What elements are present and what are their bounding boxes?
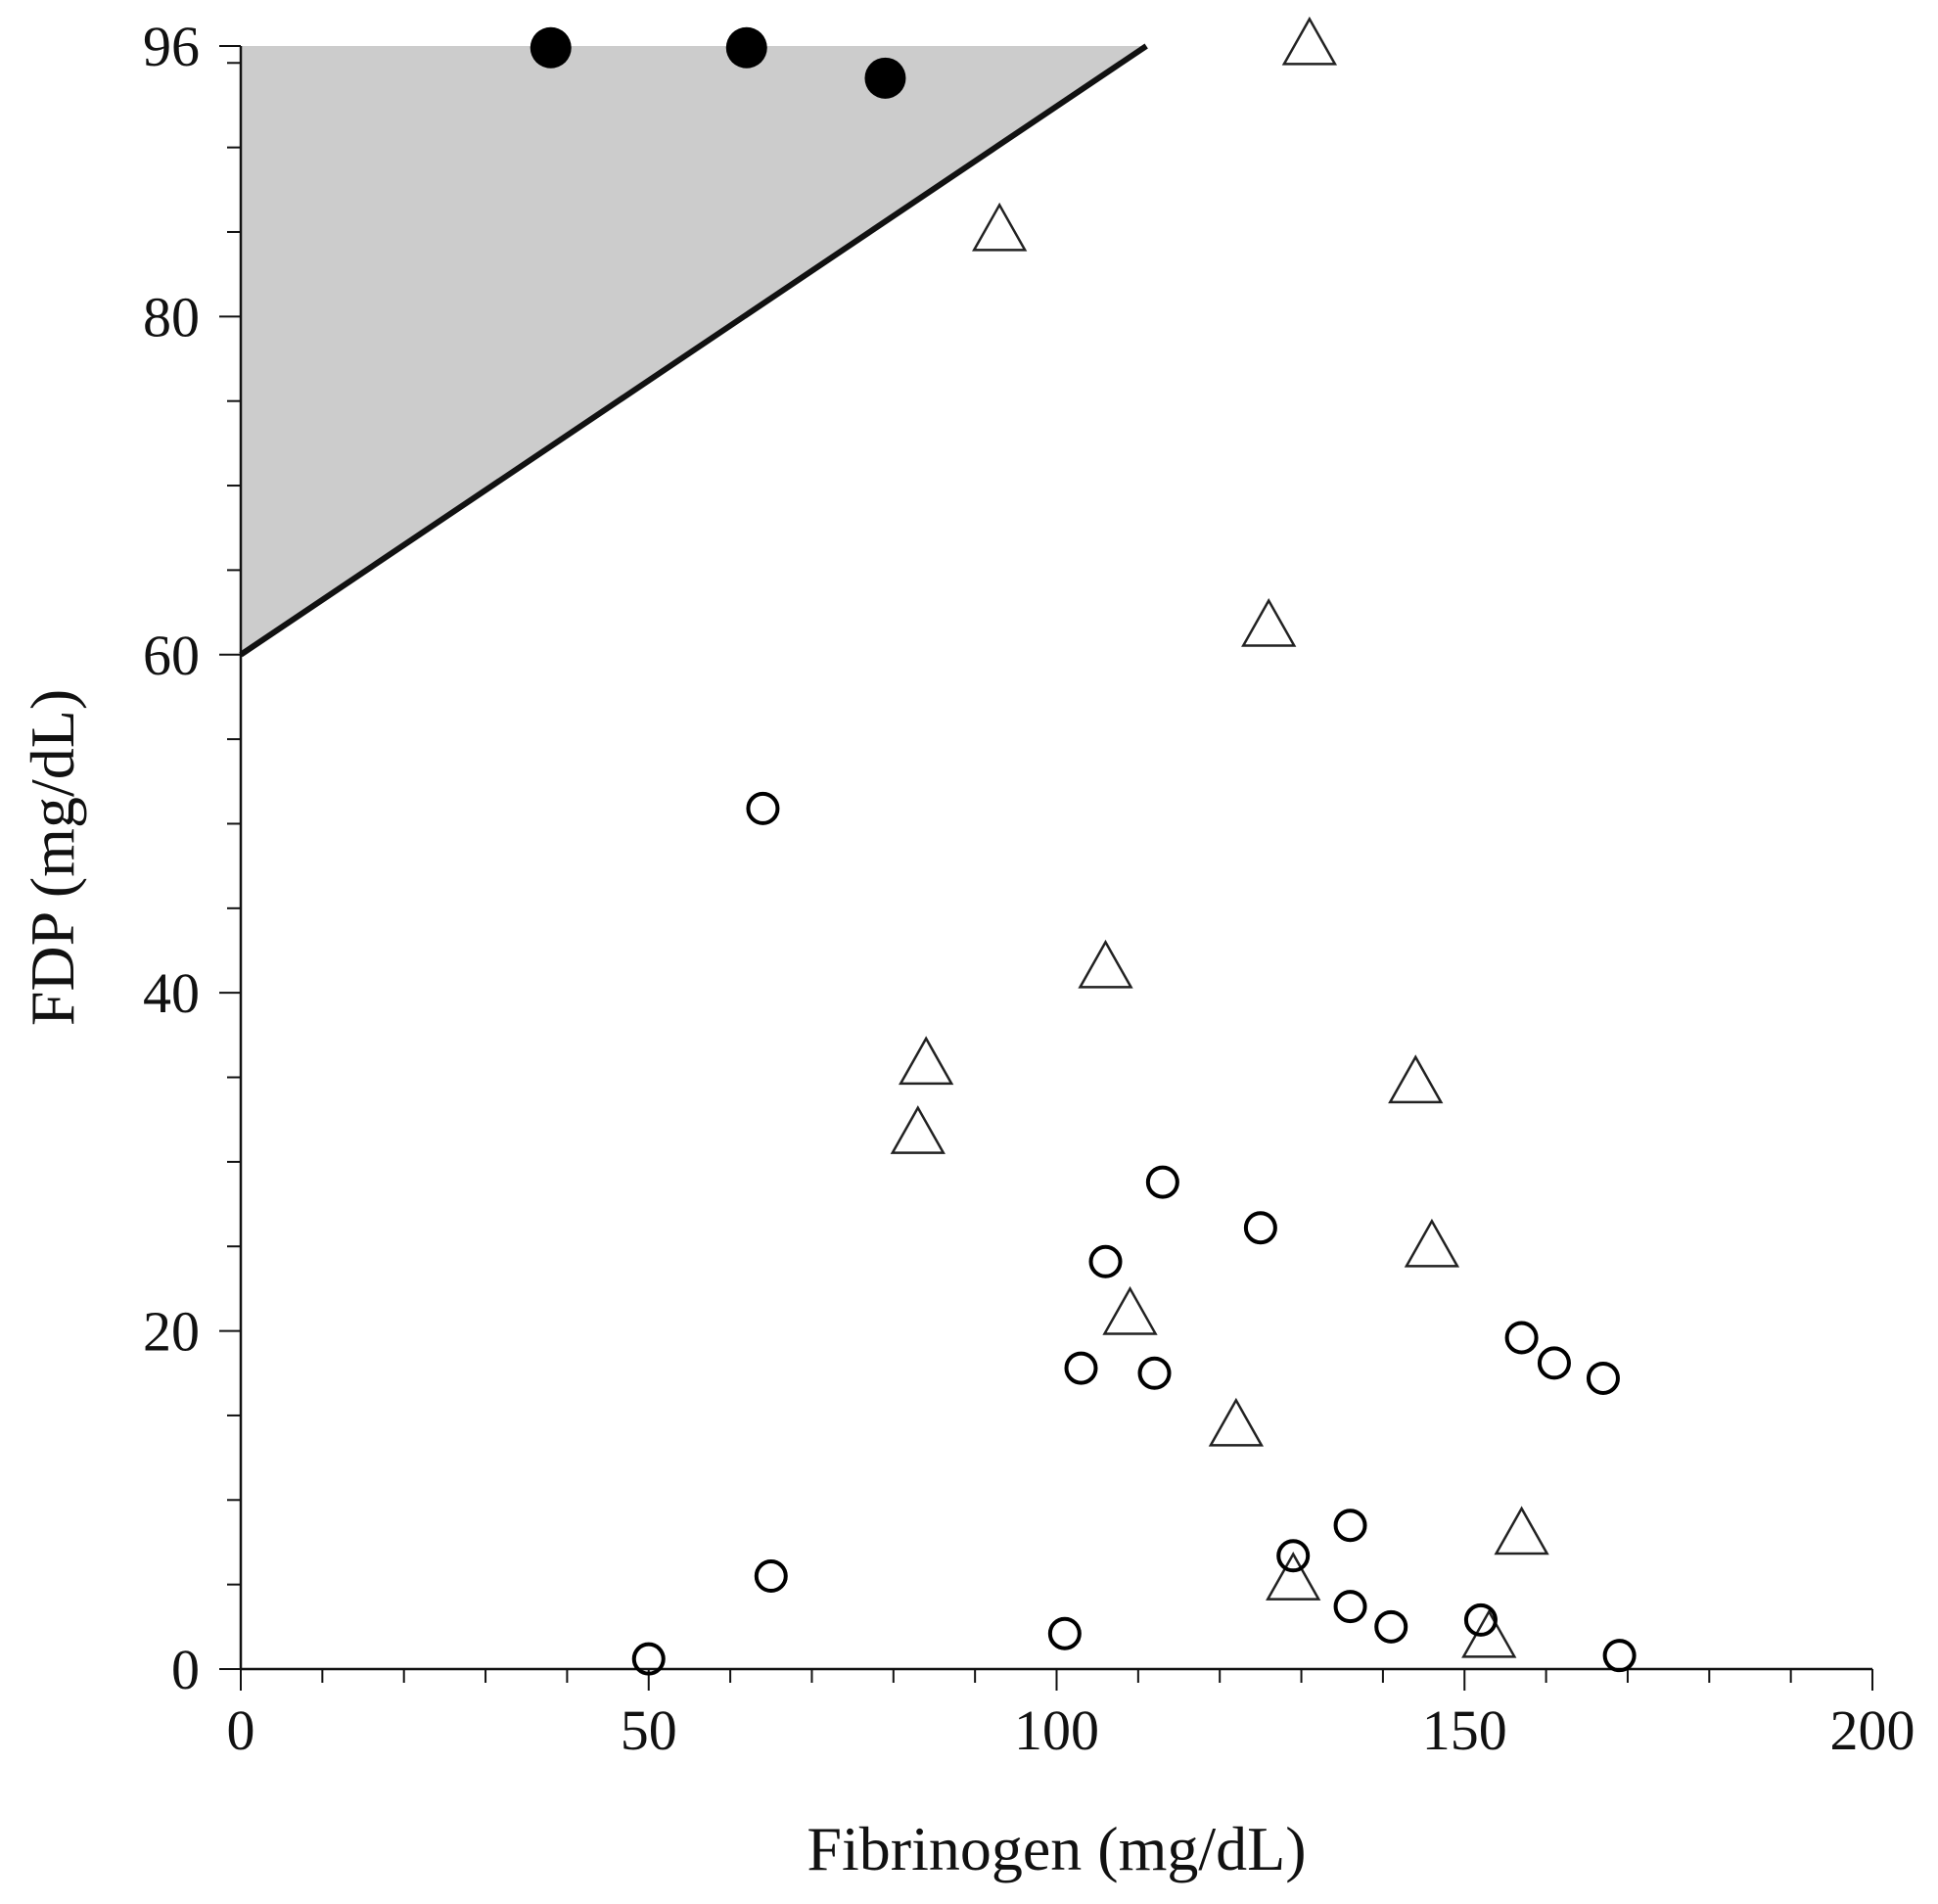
y-tick-label: 20 xyxy=(143,1300,200,1364)
open-triangle-point xyxy=(1281,16,1338,66)
boundary-line xyxy=(239,43,1148,658)
filled-circle-point xyxy=(530,26,572,69)
y-axis-ticks: 0 20 40 60 80 96 xyxy=(143,15,241,1701)
open-circle-point xyxy=(1333,1509,1367,1543)
x-tick-label: 200 xyxy=(1830,1698,1915,1762)
y-axis-title: FDP (mg/dL) xyxy=(18,689,87,1026)
open-triangles-series xyxy=(890,16,1549,1658)
x-tick-label: 50 xyxy=(621,1698,677,1762)
data-points xyxy=(530,16,1637,1676)
y-tick-label: 0 xyxy=(171,1638,200,1701)
y-tick-label: 80 xyxy=(143,285,200,348)
open-triangle-point xyxy=(1078,939,1133,989)
open-triangle-point xyxy=(1266,1552,1321,1601)
filled-circle-point xyxy=(864,57,906,99)
open-circle-point xyxy=(1145,1165,1179,1199)
open-circle-point xyxy=(1064,1351,1098,1385)
open-circle-point xyxy=(746,791,780,825)
open-circle-point xyxy=(1088,1244,1123,1278)
open-circle-point xyxy=(1333,1590,1367,1624)
y-tick-label: 40 xyxy=(143,961,200,1025)
open-triangle-point xyxy=(972,202,1028,252)
y-tick-label: 96 xyxy=(143,15,200,78)
open-triangle-point xyxy=(1102,1285,1158,1335)
open-circles-series xyxy=(631,791,1637,1676)
open-circle-point xyxy=(631,1642,666,1676)
x-tick-label: 150 xyxy=(1422,1698,1507,1762)
open-triangle-point xyxy=(1388,1054,1444,1104)
open-circle-point xyxy=(1374,1609,1408,1644)
open-circle-point xyxy=(1504,1321,1539,1355)
open-circle-point xyxy=(1137,1356,1172,1390)
x-axis-title: Fibrinogen (mg/dL) xyxy=(807,1814,1306,1883)
open-triangle-point xyxy=(1404,1218,1460,1268)
open-triangle-point xyxy=(898,1036,954,1086)
open-circle-point xyxy=(1243,1211,1277,1245)
open-triangle-point xyxy=(1494,1506,1549,1556)
x-tick-label: 100 xyxy=(1014,1698,1099,1762)
open-circle-point xyxy=(1463,1602,1498,1637)
open-triangle-point xyxy=(1208,1397,1265,1447)
open-circle-point xyxy=(1537,1346,1571,1380)
open-circle-point xyxy=(1586,1361,1620,1395)
axes: 0 50 100 150 200 0 20 40 60 80 96 xyxy=(143,15,1915,1762)
x-axis-ticks: 0 50 100 150 200 xyxy=(227,1669,1915,1762)
filled-circle-point xyxy=(725,26,767,69)
x-tick-label: 0 xyxy=(227,1698,255,1762)
open-triangle-point xyxy=(1241,597,1297,647)
filled-circles-series xyxy=(530,26,906,99)
y-tick-label: 60 xyxy=(143,624,200,687)
open-circle-point xyxy=(1602,1639,1637,1673)
open-circle-point xyxy=(1047,1616,1082,1650)
open-circle-point xyxy=(1276,1539,1311,1573)
open-circle-point xyxy=(754,1559,788,1594)
open-triangle-point xyxy=(890,1105,946,1154)
